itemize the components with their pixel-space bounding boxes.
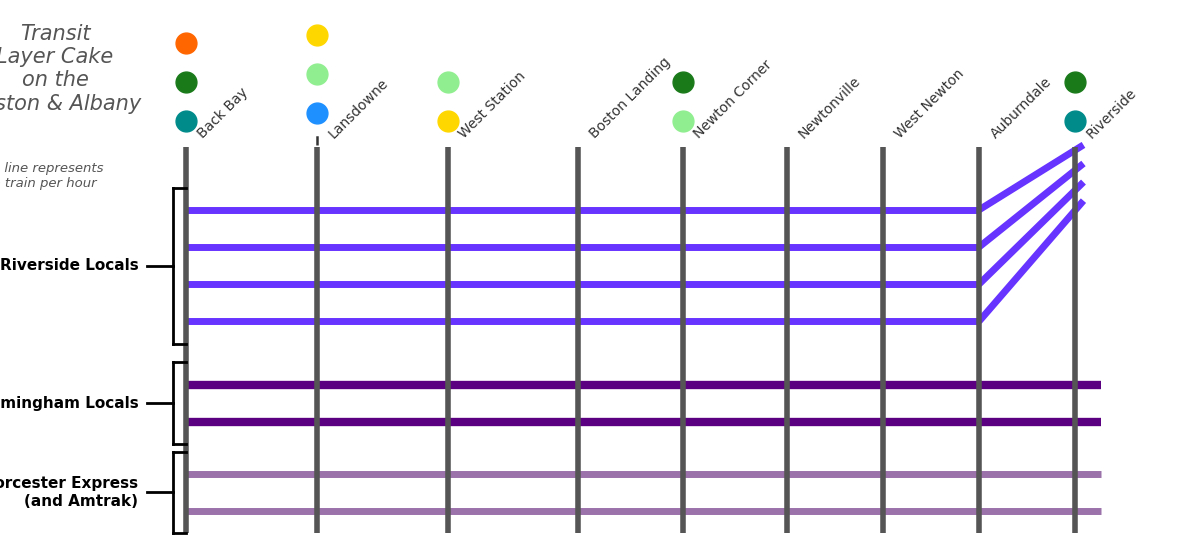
Text: West Station: West Station: [456, 69, 528, 141]
Text: Newtonville: Newtonville: [796, 74, 864, 141]
Text: Transit
Layer Cake
on the
Boston & Albany: Transit Layer Cake on the Boston & Alban…: [0, 24, 142, 114]
Text: Back Bay: Back Bay: [194, 85, 251, 141]
Text: Lansdowne: Lansdowne: [325, 76, 391, 141]
Text: Auburndale: Auburndale: [988, 75, 1054, 141]
Text: Each line represents
one train per hour: Each line represents one train per hour: [0, 162, 104, 190]
Text: Newton Corner: Newton Corner: [691, 58, 775, 141]
Text: West Newton: West Newton: [892, 67, 966, 141]
Text: Framingham Locals: Framingham Locals: [0, 396, 138, 411]
Text: Boston Landing: Boston Landing: [587, 55, 673, 141]
Text: Riverside Locals: Riverside Locals: [0, 258, 138, 273]
Text: Worcester Express
(and Amtrak): Worcester Express (and Amtrak): [0, 476, 138, 509]
Text: Riverside: Riverside: [1084, 86, 1139, 141]
